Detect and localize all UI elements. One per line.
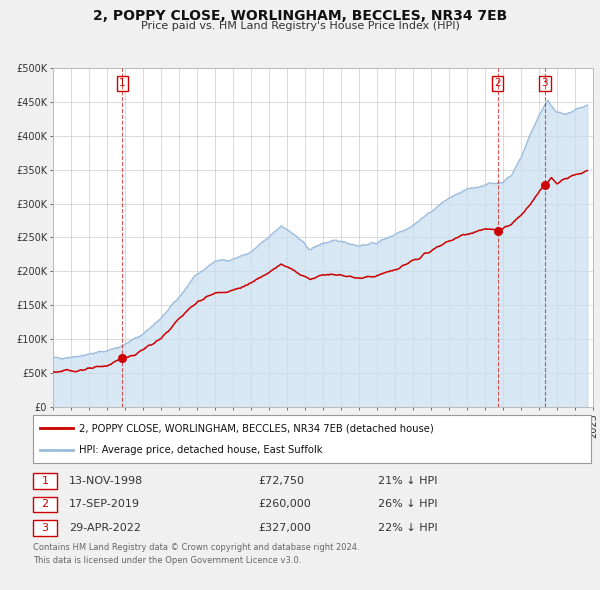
Text: 13-NOV-1998: 13-NOV-1998	[69, 476, 143, 486]
Text: £260,000: £260,000	[258, 500, 311, 509]
Text: HPI: Average price, detached house, East Suffolk: HPI: Average price, detached house, East…	[79, 445, 323, 455]
Text: 3: 3	[41, 523, 49, 533]
Text: This data is licensed under the Open Government Licence v3.0.: This data is licensed under the Open Gov…	[33, 556, 301, 565]
Text: Price paid vs. HM Land Registry's House Price Index (HPI): Price paid vs. HM Land Registry's House …	[140, 21, 460, 31]
Text: 2, POPPY CLOSE, WORLINGHAM, BECCLES, NR34 7EB (detached house): 2, POPPY CLOSE, WORLINGHAM, BECCLES, NR3…	[79, 423, 434, 433]
Text: 29-APR-2022: 29-APR-2022	[69, 523, 141, 533]
Text: £327,000: £327,000	[258, 523, 311, 533]
Text: £72,750: £72,750	[258, 476, 304, 486]
Text: 1: 1	[119, 78, 126, 88]
Text: 2: 2	[494, 78, 501, 88]
Text: 2, POPPY CLOSE, WORLINGHAM, BECCLES, NR34 7EB: 2, POPPY CLOSE, WORLINGHAM, BECCLES, NR3…	[93, 9, 507, 24]
Text: 17-SEP-2019: 17-SEP-2019	[69, 500, 140, 509]
Text: Contains HM Land Registry data © Crown copyright and database right 2024.: Contains HM Land Registry data © Crown c…	[33, 543, 359, 552]
Text: 26% ↓ HPI: 26% ↓ HPI	[378, 500, 437, 509]
Text: 21% ↓ HPI: 21% ↓ HPI	[378, 476, 437, 486]
Text: 1: 1	[41, 476, 49, 486]
Text: 22% ↓ HPI: 22% ↓ HPI	[378, 523, 437, 533]
Text: 3: 3	[541, 78, 548, 88]
Text: 2: 2	[41, 500, 49, 509]
